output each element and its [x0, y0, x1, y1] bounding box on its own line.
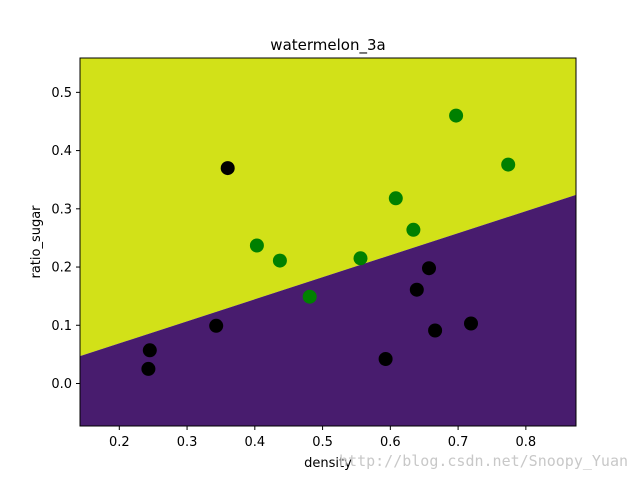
data-point-0-3 [406, 222, 421, 237]
data-point-1-2 [409, 282, 424, 297]
data-point-0-0 [449, 108, 464, 123]
region-above [80, 58, 576, 357]
data-point-1-5 [209, 318, 224, 333]
y-tick-label-5: 0.5 [51, 86, 72, 101]
x-tick-label-1: 0.3 [177, 435, 198, 450]
data-point-0-7 [302, 289, 317, 304]
y-tick-label-1: 0.1 [51, 319, 72, 334]
data-point-0-1 [501, 157, 516, 172]
x-axis-title: density [304, 456, 352, 471]
data-point-1-0 [220, 161, 235, 176]
data-point-0-2 [388, 191, 403, 206]
x-tick-label-2: 0.4 [244, 435, 265, 450]
data-point-0-5 [272, 253, 287, 268]
chart-title: watermelon_3a [270, 36, 385, 55]
data-point-1-6 [378, 352, 393, 366]
y-tick-label-2: 0.2 [51, 261, 72, 276]
x-tick-label-3: 0.5 [312, 435, 333, 450]
data-point-1-7 [142, 343, 157, 358]
x-tick-label-0: 0.2 [109, 435, 130, 450]
x-tick-label-5: 0.7 [448, 435, 469, 450]
data-point-1-1 [422, 261, 436, 276]
data-point-1-4 [428, 323, 443, 338]
data-point-0-4 [249, 238, 264, 253]
y-axis-title: ratio_sugar [29, 205, 44, 279]
plot-frame [79, 57, 577, 427]
region-below [80, 194, 576, 426]
data-point-1-3 [464, 316, 478, 331]
y-tick-label-4: 0.4 [51, 144, 72, 159]
y-tick-label-3: 0.3 [51, 202, 72, 217]
y-tick-label-0: 0.0 [51, 377, 72, 392]
x-tick-label-6: 0.8 [516, 435, 537, 450]
watermark: http://blog.csdn.net/Snoopy_Yuan [339, 452, 628, 470]
data-point-0-6 [353, 251, 368, 266]
x-tick-label-4: 0.6 [380, 435, 401, 450]
data-point-1-8 [141, 361, 156, 376]
